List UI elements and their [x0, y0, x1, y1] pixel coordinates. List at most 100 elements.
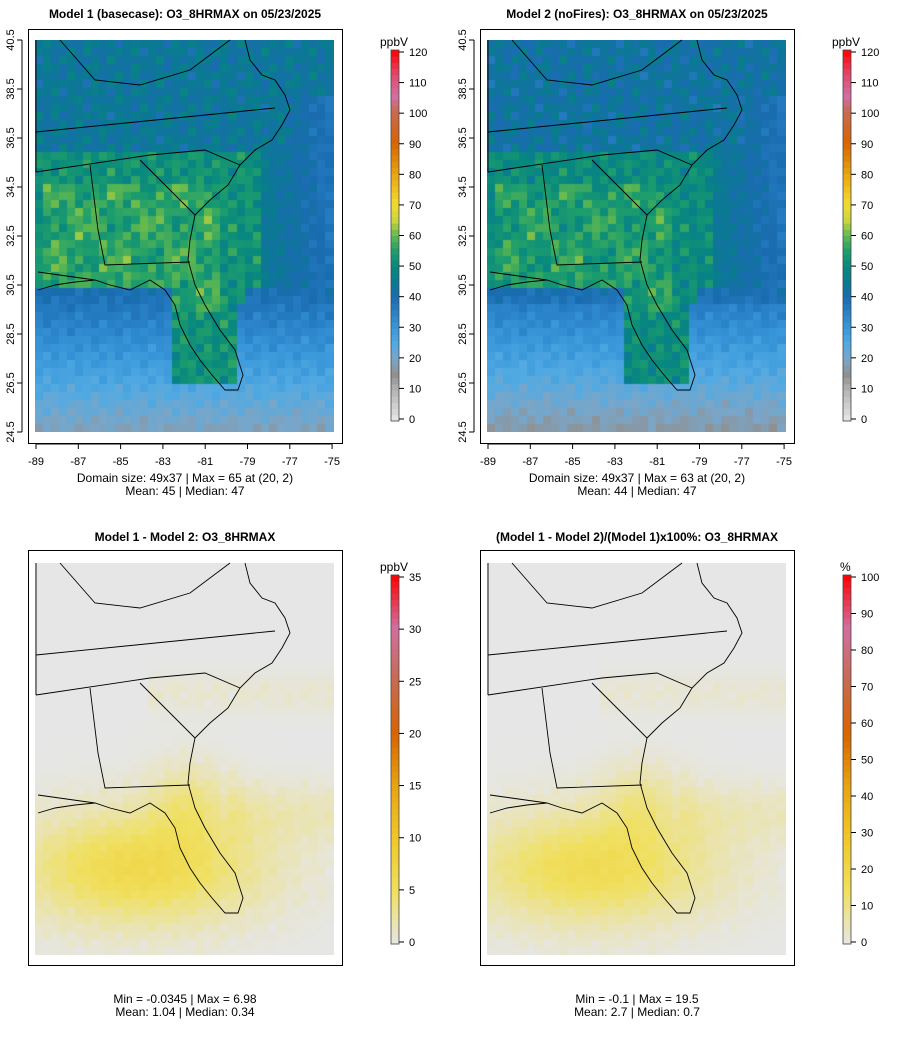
colorbar-swatch [843, 716, 851, 724]
colorbar-tick-label: 50 [409, 261, 421, 273]
colorbar-swatch [843, 648, 851, 656]
colorbar-swatch [391, 888, 399, 896]
colorbar-swatch [391, 771, 399, 779]
colorbar-swatch [391, 155, 399, 162]
colorbar-swatch [391, 642, 399, 650]
coastline [489, 39, 743, 391]
lon-tick-label: -77 [734, 456, 750, 468]
colorbar-tick-label: 80 [409, 169, 421, 181]
colorbar-swatch [843, 272, 851, 280]
lat-tick-label: 34.5 [457, 176, 469, 197]
lon-tick-label: -89 [28, 456, 44, 468]
colorbar-swatch [391, 142, 399, 150]
colorbar-swatch [391, 396, 399, 403]
colorbar-swatch [843, 167, 851, 175]
colorbar-swatch [843, 309, 851, 317]
colorbar-swatch [843, 747, 851, 754]
colorbar-tick-label: 100 [861, 108, 879, 120]
colorbar-swatch [843, 50, 851, 57]
colorbar-swatch [843, 402, 851, 410]
colorbar-tick-label: 10 [409, 383, 421, 395]
colorbar-swatch [391, 130, 399, 138]
colorbar-swatch [843, 124, 851, 131]
colorbar-swatch [843, 771, 851, 779]
lon-tick-label: -83 [155, 456, 171, 468]
colorbar-swatch [843, 414, 851, 422]
colorbar-swatch [391, 900, 399, 908]
stats-line-2: Mean: 44 | Median: 47 [577, 484, 697, 498]
state-border [35, 672, 241, 696]
colorbar-swatch [391, 827, 399, 834]
colorbar-swatch [843, 685, 851, 693]
colorbar-swatch [843, 814, 851, 822]
colorbar-swatch [843, 111, 851, 119]
colorbar-swatch [391, 297, 399, 305]
state-border [591, 682, 648, 739]
colorbar-tick-label: 50 [861, 755, 873, 767]
lon-tick-label: -79 [240, 456, 256, 468]
colorbar-swatch [843, 136, 851, 144]
panel-title: Model 1 (basecase): O3_8HRMAX on 05/23/2… [48, 7, 322, 21]
colorbar-swatch [843, 599, 851, 607]
colorbar: 0 5 10 15 20 25 30 35 [390, 572, 421, 949]
lat-tick-label: 26.5 [457, 372, 469, 393]
colorbar-swatch [391, 198, 399, 206]
colorbar-swatch [843, 851, 851, 859]
colorbar-swatch [391, 907, 399, 914]
lat-tick-label: 28.5 [457, 323, 469, 344]
colorbar-unit-label: ppbV [380, 35, 409, 49]
colorbar-tick-label: 0 [861, 937, 867, 949]
colorbar-tick-label: 80 [861, 645, 873, 657]
colorbar-swatch [391, 235, 399, 243]
colorbar: 0 10 20 30 40 50 60 70 80 90 100 110 120 [842, 47, 879, 426]
map-overlay: 0 5 10 15 20 25 30 35 [35, 562, 421, 949]
colorbar-swatch [843, 204, 851, 212]
colorbar-swatch [391, 747, 399, 754]
colorbar-swatch [391, 937, 399, 945]
colorbar-swatch [843, 864, 851, 871]
colorbar-swatch [843, 346, 851, 354]
colorbar-swatch [391, 802, 399, 810]
colorbar-swatch [843, 741, 851, 748]
colorbar-swatch [391, 173, 399, 181]
colorbar-swatch [391, 377, 399, 385]
colorbar-swatch [391, 753, 399, 760]
colorbar-swatch [843, 148, 851, 156]
state-border [35, 149, 241, 173]
colorbar-unit-label: ppbV [380, 560, 409, 574]
map-overlay: 24.5 26.5 28.5 30.5 32.5 34.5 36.5 38.5 40.5 -89 -… [5, 29, 427, 468]
state-border [59, 562, 231, 609]
colorbar-swatch [391, 111, 399, 119]
colorbar-tick-label: 110 [861, 78, 879, 90]
colorbar-swatch [391, 839, 399, 847]
colorbar-swatch [843, 870, 851, 877]
panel-title: (Model 1 - Model 2)/(Model 1)x100%: O3_8… [495, 530, 779, 544]
colorbar-swatch [391, 124, 399, 131]
plot-frame [480, 550, 795, 966]
colorbar-swatch [843, 334, 851, 342]
colorbar-swatch [843, 284, 851, 292]
coastline [37, 562, 291, 914]
lat-tick-label: 40.5 [457, 29, 469, 50]
colorbar-swatch [391, 241, 399, 249]
colorbar-swatch [843, 74, 851, 82]
colorbar-swatch [843, 827, 851, 834]
colorbar-swatch [391, 204, 399, 212]
colorbar-swatch [843, 371, 851, 379]
colorbar-swatch [843, 833, 851, 840]
colorbar-tick-label: 10 [861, 901, 873, 913]
colorbar-swatch [391, 346, 399, 354]
stats-line-1: Domain size: 49x37 | Max = 65 at (20, 2) [76, 471, 294, 485]
colorbar-swatch [391, 192, 399, 199]
colorbar-tick-label: 100 [409, 108, 427, 120]
colorbar-swatch [391, 587, 399, 594]
lat-tick-label: 40.5 [5, 29, 17, 50]
colorbar-swatch [843, 790, 851, 797]
colorbar-swatch [843, 359, 851, 366]
colorbar-swatch [391, 759, 399, 767]
colorbar-swatch [843, 722, 851, 730]
colorbar-swatch [843, 210, 851, 218]
colorbar-swatch [391, 68, 399, 76]
stats-line-2: Mean: 1.04 | Median: 0.34 [115, 1005, 255, 1019]
colorbar-swatch [391, 741, 399, 748]
